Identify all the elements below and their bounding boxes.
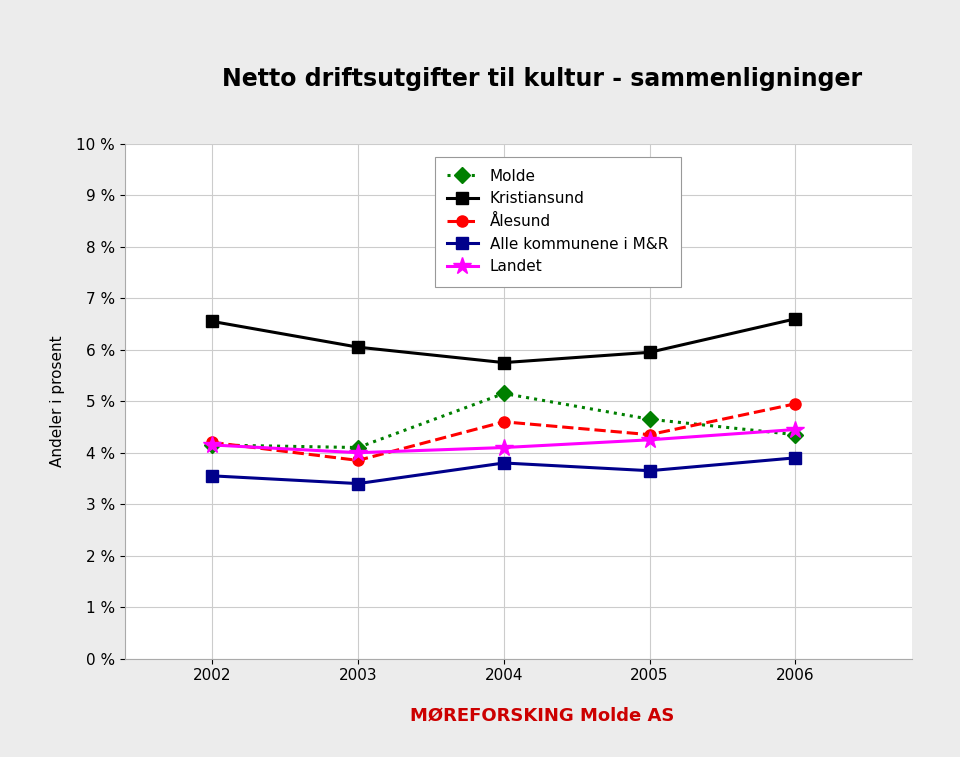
Y-axis label: Andeler i prosent: Andeler i prosent — [50, 335, 65, 467]
Line: Alle kommunene i M&R: Alle kommunene i M&R — [206, 452, 801, 489]
Kristiansund — [644, 347, 656, 357]
Line: Landet: Landet — [204, 420, 804, 462]
Legend: Molde, Kristiansund, Ålesund, Alle kommunene i M&R, Landet: Molde, Kristiansund, Ålesund, Alle kommu… — [435, 157, 681, 287]
Ålesund — [352, 456, 364, 465]
Ålesund — [790, 399, 802, 408]
Kristiansund — [206, 317, 218, 326]
Landet — [790, 425, 802, 434]
Line: Molde: Molde — [206, 388, 801, 453]
Text: MØREFORSKING Molde AS: MØREFORSKING Molde AS — [410, 706, 675, 724]
Molde — [790, 430, 802, 439]
Molde — [352, 443, 364, 452]
Landet — [352, 448, 364, 457]
Alle kommunene i M&R — [644, 466, 656, 475]
Alle kommunene i M&R — [206, 472, 218, 481]
Landet — [644, 435, 656, 444]
Ålesund — [498, 417, 510, 426]
Line: Ålesund: Ålesund — [206, 398, 801, 466]
Ålesund — [206, 438, 218, 447]
Molde — [498, 389, 510, 398]
Kristiansund — [352, 343, 364, 352]
Alle kommunene i M&R — [498, 459, 510, 468]
Line: Kristiansund: Kristiansund — [206, 313, 801, 368]
Kristiansund — [790, 314, 802, 323]
Ålesund — [644, 430, 656, 439]
Landet — [206, 441, 218, 450]
Alle kommunene i M&R — [790, 453, 802, 463]
Landet — [498, 443, 510, 452]
Alle kommunene i M&R — [352, 479, 364, 488]
Text: Netto driftsutgifter til kultur - sammenligninger: Netto driftsutgifter til kultur - sammen… — [223, 67, 862, 92]
Molde — [644, 415, 656, 424]
Molde — [206, 441, 218, 450]
Kristiansund — [498, 358, 510, 367]
